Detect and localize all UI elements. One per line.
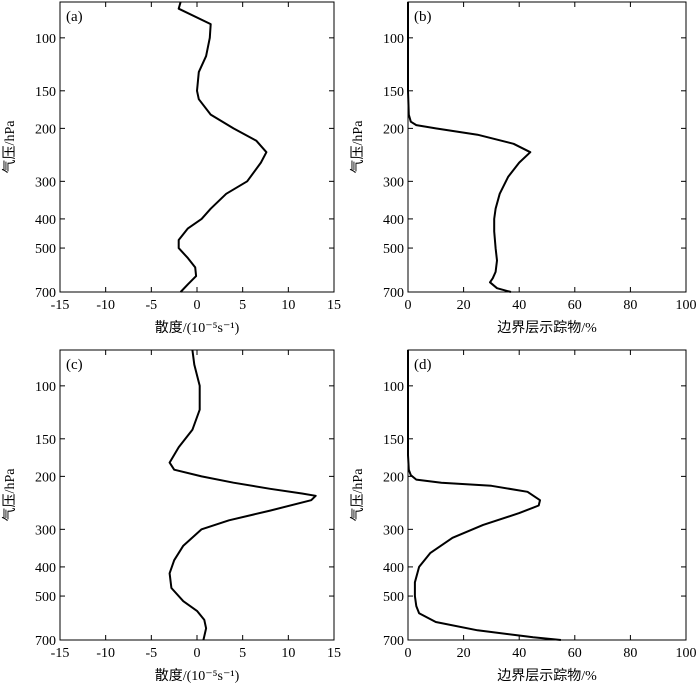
series-line <box>168 349 317 641</box>
y-tick-label: 500 <box>35 590 56 605</box>
y-tick-label: 200 <box>35 122 56 137</box>
y-tick-label: 300 <box>383 175 404 190</box>
series-line <box>407 2 532 293</box>
y-tick-label: 200 <box>35 470 56 485</box>
panel-label: (d) <box>414 357 432 373</box>
x-tick-label: 0 <box>405 646 412 661</box>
x-axis-label: 边界层示踪物/% <box>497 320 597 336</box>
y-tick-label: 400 <box>35 561 56 576</box>
panel-2: 0 20 40 60 80 100 100 150 200 300 400 500 700 (b) 边界层示… <box>350 1 697 336</box>
x-tick-label: 40 <box>512 646 526 661</box>
y-tick-label: 300 <box>35 523 56 538</box>
x-tick-label: 20 <box>457 298 471 313</box>
x-axis-label: 边界层示踪物/% <box>497 668 597 684</box>
x-tick-label: 100 <box>676 298 697 313</box>
x-tick-label: -10 <box>96 646 115 661</box>
y-tick-label: 100 <box>383 380 404 395</box>
y-tick-label: 300 <box>35 175 56 190</box>
y-axis-label: 气压/hPa <box>2 468 18 522</box>
panel-label: (a) <box>66 9 83 25</box>
x-tick-label: 5 <box>239 646 246 661</box>
y-tick-label: 500 <box>35 242 56 257</box>
plot-frame <box>407 1 687 293</box>
x-tick-label: 100 <box>676 646 697 661</box>
x-tick-label: -10 <box>96 298 115 313</box>
x-tick-label: -15 <box>51 298 70 313</box>
y-tick-label: 500 <box>383 590 404 605</box>
plot-frame <box>59 349 335 641</box>
y-tick-label: 150 <box>35 85 56 100</box>
x-tick-label: 10 <box>281 298 295 313</box>
y-tick-label: 400 <box>383 561 404 576</box>
y-tick-label: 300 <box>383 523 404 538</box>
series-line <box>177 1 268 293</box>
y-axis-label: 气压/hPa <box>350 120 366 174</box>
x-tick-label: 20 <box>457 646 471 661</box>
y-tick-label: 500 <box>383 242 404 257</box>
panel-label: (c) <box>66 357 83 373</box>
y-tick-label: 700 <box>383 634 404 649</box>
x-tick-label: 60 <box>568 298 582 313</box>
x-tick-label: 5 <box>239 298 246 313</box>
series-line <box>407 350 562 641</box>
panel-label: (b) <box>414 9 432 25</box>
y-tick-label: 400 <box>35 213 56 228</box>
panel-3: -15 -10 -5 0 5 10 15 100 150 200 300 400 500 700 (c) 散度… <box>2 349 341 684</box>
x-tick-label: 15 <box>327 646 341 661</box>
y-tick-label: 200 <box>383 470 404 485</box>
plot-frame <box>59 1 335 293</box>
x-tick-label: -15 <box>51 646 70 661</box>
x-tick-label: 40 <box>512 298 526 313</box>
x-axis-label: 散度/(10⁻⁵s⁻¹) <box>155 668 240 684</box>
y-tick-label: 200 <box>383 122 404 137</box>
x-tick-label: 60 <box>568 646 582 661</box>
y-tick-label: 700 <box>35 286 56 301</box>
x-tick-label: 80 <box>623 298 637 313</box>
x-tick-label: -5 <box>145 646 157 661</box>
panel-4: 0 20 40 60 80 100 100 150 200 300 400 500 700 (d) 边界层示… <box>350 349 697 684</box>
y-tick-label: 100 <box>35 32 56 47</box>
y-axis-label: 气压/hPa <box>350 468 366 522</box>
y-tick-label: 100 <box>35 380 56 395</box>
x-axis-label: 散度/(10⁻⁵s⁻¹) <box>155 320 240 336</box>
x-tick-label: 15 <box>327 298 341 313</box>
x-tick-label: 0 <box>194 646 201 661</box>
y-tick-label: 700 <box>383 286 404 301</box>
y-tick-label: 700 <box>35 634 56 649</box>
x-tick-label: -5 <box>145 298 157 313</box>
y-tick-label: 150 <box>35 433 56 448</box>
x-tick-label: 80 <box>623 646 637 661</box>
x-tick-label: 0 <box>194 298 201 313</box>
y-tick-label: 400 <box>383 213 404 228</box>
panel-1: -15 -10 -5 0 5 10 15 100 150 200 300 400 500 700 (a) 散度… <box>2 1 341 336</box>
plot-frame <box>407 349 687 641</box>
y-tick-label: 150 <box>383 85 404 100</box>
y-tick-label: 150 <box>383 433 404 448</box>
x-tick-label: 10 <box>281 646 295 661</box>
x-tick-label: 0 <box>405 298 412 313</box>
y-tick-label: 100 <box>383 32 404 47</box>
y-axis-label: 气压/hPa <box>2 120 18 174</box>
